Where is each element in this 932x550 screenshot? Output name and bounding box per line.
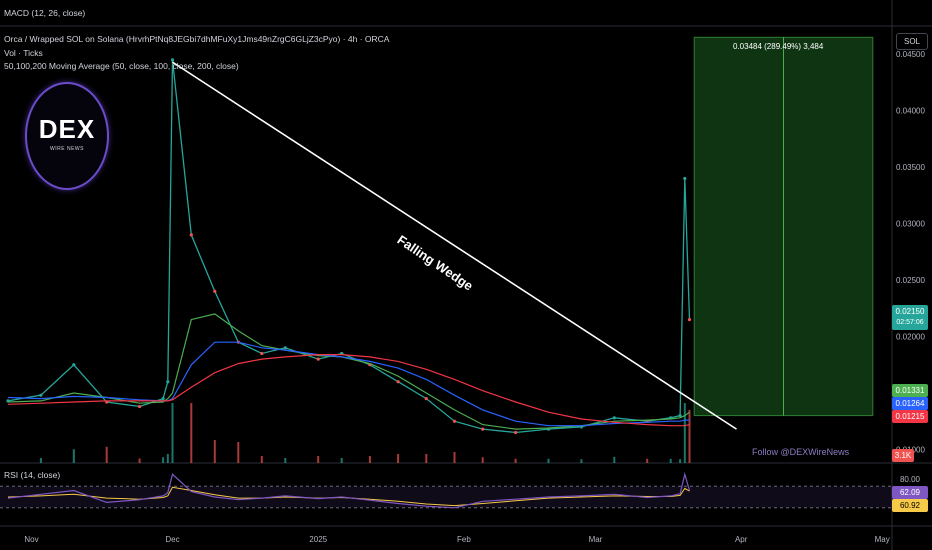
volume-bar [284,458,287,463]
volume-bar [317,456,320,463]
price-point [514,430,518,435]
countdown-value: 02:57:06 [896,319,924,326]
volume-bar [688,410,691,463]
y-tick-label: 0.02000 [896,333,925,342]
price-point [39,393,43,397]
follow-text[interactable]: Follow @DEXWireNews [752,447,850,457]
current-price-badge: 0.02150 02:57:06 [892,305,928,330]
currency-button[interactable]: SOL [896,33,928,50]
ma100-badge: 0.01264 [892,397,928,410]
volume-bar [613,456,616,463]
volume-bar [580,459,583,463]
y-tick-label: 0.03500 [896,163,925,172]
volume-bar [679,459,682,463]
volume-bar [547,458,550,463]
price-point [189,233,193,237]
volume-bar [166,454,169,463]
price-point [316,357,320,361]
ma-line-ma200 [7,354,690,427]
volume-bar [190,403,193,463]
price-point [283,346,287,350]
rsi-band [0,486,892,508]
price-point [260,351,264,356]
volume-label[interactable]: Vol · Ticks [4,48,43,58]
target-label: 0.03484 (289.49%) 3,484 [733,42,824,51]
volume-bar [72,449,75,463]
price-point [481,427,485,431]
price-point [213,289,217,293]
dex-logo-text: DEX [38,114,96,144]
volume-bar [138,458,141,463]
symbol-title[interactable]: Orca / Wrapped SOL on Solana (HrvrhPtNq8… [4,34,390,44]
price-point [612,416,616,420]
x-tick-label: Nov [24,535,38,544]
price-point [170,58,175,62]
volume-badge: 3.1K [892,449,914,462]
price-point [687,317,692,322]
current-price-value: 0.02150 [895,307,925,316]
volume-bar [481,457,484,463]
y-tick-label: 0.02500 [896,276,925,285]
rsi-ma-badge: 60.92 [892,499,928,512]
volume-bar [646,458,649,463]
volume-bar [260,456,263,463]
x-tick-label: May [875,535,890,544]
volume-bar [368,456,371,463]
y-tick-label: 0.04000 [896,107,925,116]
price-point [161,397,165,401]
volume-bar [171,403,174,463]
price-point [166,380,170,384]
y-tick-label: 0.04500 [896,50,925,59]
ma200-badge: 0.01215 [892,410,928,423]
volume-bar [397,454,400,463]
volume-bar [514,458,517,463]
y-tick-label: 0.03000 [896,220,925,229]
volume-bar [39,458,42,463]
volume-bar [683,403,686,463]
volume-bar [162,457,165,463]
volume-bar [237,442,240,463]
price-point [678,413,682,418]
dex-logo-subtext: WIRE NEWS [50,146,84,152]
volume-bar [213,440,216,463]
x-tick-label: Apr [735,535,748,544]
falling-wedge-trendline [172,61,737,430]
x-tick-label: Mar [589,535,603,544]
rsi-label[interactable]: RSI (14, close) [4,470,61,480]
x-tick-label: Dec [165,535,179,544]
price-point [452,419,457,423]
volume-bar [425,454,428,463]
volume-bar [105,446,108,463]
rsi-value-badge: 62.09 [892,486,928,499]
price-point [72,363,76,367]
volume-bar [340,458,343,463]
ma50-badge: 0.01331 [892,384,928,397]
price-point [138,404,142,409]
price-point [424,397,428,401]
rsi-upper-badge: 80.00 [899,475,921,484]
price-point [683,176,687,181]
x-tick-label: 2025 [309,535,327,544]
rsi-line [7,471,691,509]
price-point [396,380,400,384]
volume-bar [669,458,672,463]
dex-logo: DEX WIRE NEWS [25,82,109,190]
macd-label[interactable]: MACD (12, 26, close) [4,8,86,18]
ma-label[interactable]: 50,100,200 Moving Average (50, close, 10… [4,61,239,71]
volume-bar [453,452,456,463]
x-tick-label: Feb [457,535,471,544]
